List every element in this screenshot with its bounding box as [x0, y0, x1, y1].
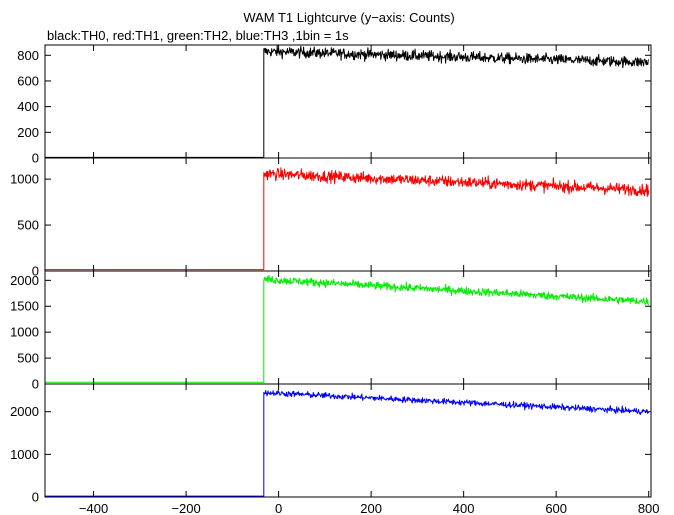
x-tick-label: 200 [360, 501, 382, 515]
y-tick-label: 2000 [10, 404, 39, 419]
panel-th1: 0 500 1000 [10, 157, 652, 279]
y-tick-label: 2000 [10, 273, 39, 288]
panel-frame [44, 44, 652, 159]
y-tick-label: 0 [32, 151, 39, 166]
series-line-th0 [45, 45, 650, 158]
y-tick-label: 1000 [10, 172, 39, 187]
chart-title: WAM T1 Lightcurve (y−axis: Counts) [243, 10, 454, 25]
y-tick-label: 1000 [10, 325, 39, 340]
y-tick-label: 1500 [10, 299, 39, 314]
panels-group: 0200400600800050010000500100015002000010… [10, 44, 652, 505]
y-tick-label: 400 [17, 99, 39, 114]
x-axis-ticks: −400 −200 0 200 400 600 800 [79, 501, 660, 515]
panel-frame [44, 383, 652, 498]
x-tick-label: 400 [453, 501, 475, 515]
y-tick-label: 500 [17, 218, 39, 233]
panel-th0: 0 200 400 600 800 [17, 44, 652, 166]
panel-th3: 0 1000 2000 [10, 383, 652, 505]
x-tick-label: 600 [545, 501, 567, 515]
x-tick-label: −400 [79, 501, 108, 515]
series-line-th2 [45, 274, 650, 383]
y-tick-label: 500 [17, 351, 39, 366]
x-tick-label: −200 [171, 501, 200, 515]
y-tick-label: 0 [32, 490, 39, 505]
panel-frame [44, 270, 652, 385]
chart-subtitle: black:TH0, red:TH1, green:TH2, blue:TH3 … [47, 28, 349, 43]
panel-th2: 0 500 1000 1500 2000 [10, 270, 652, 392]
x-tick-label: 0 [275, 501, 282, 515]
y-tick-label: 1000 [10, 447, 39, 462]
x-tick-label: 800 [638, 501, 660, 515]
y-tick-label: 200 [17, 125, 39, 140]
y-tick-label: 800 [17, 48, 39, 63]
y-tick-label: 600 [17, 73, 39, 88]
y-tick-label: 0 [32, 377, 39, 392]
series-line-th1 [45, 167, 650, 271]
series-line-th3 [45, 389, 650, 497]
y-tick-label: 0 [32, 264, 39, 279]
